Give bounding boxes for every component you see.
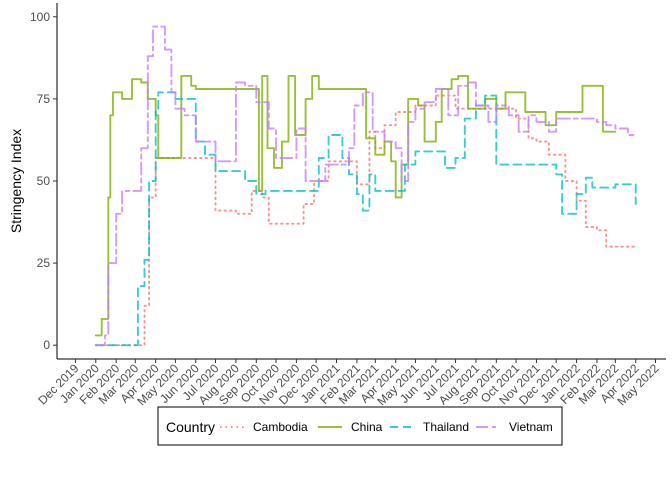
y-tick-label: 25 [37,256,51,270]
legend: Country Cambodia China Thailand Vietnam [157,406,563,446]
y-tick-label: 0 [43,338,50,352]
legend-box [157,406,563,446]
y-tick-label: 100 [30,10,50,24]
legend-items: Cambodia China Thailand Vietnam [220,420,553,434]
y-axis-title: Stringency Index [8,129,24,233]
y-ticks: 0 25 50 75 100 [30,10,57,352]
legend-label-china: China [351,420,383,434]
y-tick-label: 75 [37,92,51,106]
series-line-china [94,74,617,337]
legend-label-thailand: Thailand [423,420,469,434]
legend-label-cambodia: Cambodia [253,420,308,434]
series-line-vietnam [94,25,637,347]
legend-label-vietnam: Vietnam [509,420,553,434]
legend-title: Country [166,419,215,435]
series-lines [94,25,637,347]
series-line-thailand [94,91,637,347]
y-tick-label: 50 [37,174,51,188]
